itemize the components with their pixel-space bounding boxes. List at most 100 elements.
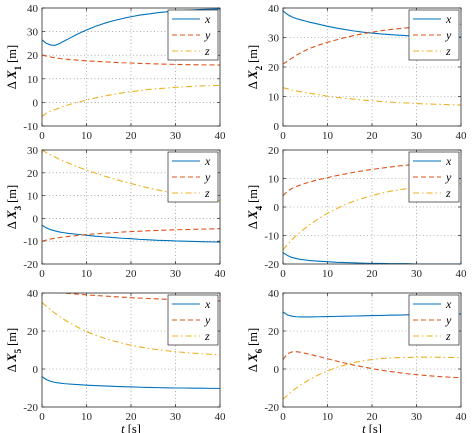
x-label-unit: [s]: [369, 422, 382, 433]
x-tick-label: 0: [280, 268, 286, 280]
x-label-var: t: [362, 422, 369, 433]
series-line-x: [42, 224, 220, 243]
y-tick-label: 0: [33, 364, 39, 376]
x-tick-label: 40: [215, 268, 227, 280]
x-tick-label: 20: [126, 411, 138, 423]
panel-3: 0 10 20 30 40 -20 -10 0 10 20 30 xyz Δ X3 [m]: [5, 145, 226, 280]
x-tick-label: 20: [367, 130, 379, 142]
series-line-z: [42, 84, 220, 117]
y-label-symbol: X: [5, 210, 19, 220]
y-label-unit: [m]: [5, 328, 19, 346]
y-label-symbol: X: [246, 70, 260, 80]
legend-label-x: x: [204, 297, 211, 311]
x-tick-label: 40: [215, 411, 227, 423]
x-label-unit: [s]: [128, 422, 141, 433]
y-tick-label: 0: [274, 121, 280, 133]
y-tick-label: 10: [27, 74, 39, 86]
x-axis-label: t [s]: [362, 422, 382, 433]
y-label-delta: Δ: [5, 219, 19, 229]
legend-label-z: z: [204, 44, 210, 58]
y-label-index: 1: [13, 65, 23, 70]
y-tick-label: -20: [23, 402, 38, 414]
axes-box: [282, 7, 462, 127]
x-tick-label: 40: [456, 268, 468, 280]
y-tick-label: 0: [33, 97, 39, 109]
x-tick-label: 40: [456, 411, 468, 423]
x-label-var: t: [121, 422, 128, 433]
x-tick-label: 40: [215, 130, 227, 142]
y-tick-label: -10: [23, 121, 38, 133]
y-tick-label: 20: [27, 168, 39, 180]
axes-box: [41, 149, 221, 265]
y-axis-label: Δ X5 [m]: [5, 328, 23, 372]
axes-box: [282, 149, 462, 265]
y-tick-label: 40: [268, 3, 280, 15]
series-line-y: [283, 351, 461, 379]
x-tick-label: 0: [280, 130, 286, 142]
x-tick-label: 10: [322, 411, 334, 423]
y-tick-label: -10: [264, 231, 279, 243]
x-axis-label: t [s]: [121, 422, 141, 433]
y-label-symbol: X: [5, 70, 19, 80]
y-tick-label: 10: [268, 92, 280, 104]
y-tick-label: 0: [274, 364, 280, 376]
x-tick-label: 30: [170, 130, 182, 142]
axes-box: [41, 7, 221, 127]
x-tick-label: 40: [456, 130, 468, 142]
x-tick-label: 30: [411, 130, 423, 142]
y-label-unit: [m]: [246, 328, 260, 346]
x-tick-label: 30: [411, 268, 423, 280]
y-axis-label: Δ X3 [m]: [5, 185, 23, 229]
x-tick-label: 20: [126, 130, 138, 142]
legend-label-x: x: [445, 154, 452, 168]
series-line-y: [42, 54, 220, 66]
legend-label-y: y: [204, 313, 211, 327]
y-label-unit: [m]: [5, 185, 19, 203]
y-tick-label: 10: [268, 174, 280, 186]
x-tick-label: 10: [322, 268, 334, 280]
y-label-index: 5: [13, 348, 23, 353]
axes-box: [41, 292, 221, 408]
x-tick-label: 0: [39, 411, 45, 423]
y-label-symbol: X: [5, 353, 19, 363]
y-tick-label: -20: [264, 402, 279, 414]
legend-label-x: x: [445, 12, 452, 26]
y-label-delta: Δ: [5, 362, 19, 372]
legend-label-y: y: [445, 313, 452, 327]
x-tick-label: 20: [367, 268, 379, 280]
series-line-z: [283, 87, 461, 106]
y-label-index: 2: [254, 65, 264, 70]
y-tick-label: 10: [27, 191, 39, 203]
y-axis-label: Δ X4 [m]: [246, 185, 264, 229]
y-tick-label: 30: [268, 33, 280, 45]
series-line-y: [283, 160, 461, 196]
x-tick-label: 10: [81, 411, 93, 423]
legend-label-x: x: [445, 297, 452, 311]
y-label-unit: [m]: [246, 45, 260, 63]
legend-label-z: z: [445, 186, 451, 200]
legend-label-y: y: [204, 170, 211, 184]
x-tick-label: 30: [170, 268, 182, 280]
y-label-delta: Δ: [5, 79, 19, 89]
x-tick-label: 0: [280, 411, 286, 423]
y-label-delta: Δ: [246, 362, 260, 372]
y-axis-label: Δ X2 [m]: [246, 45, 264, 89]
legend-label-x: x: [204, 12, 211, 26]
y-label-index: 6: [254, 348, 264, 353]
series-line-z: [42, 302, 220, 356]
series-line-x: [42, 376, 220, 389]
y-tick-label: 40: [268, 288, 280, 300]
legend-label-z: z: [204, 186, 210, 200]
legend-label-x: x: [204, 154, 211, 168]
x-tick-label: 10: [81, 268, 93, 280]
y-label-delta: Δ: [246, 79, 260, 89]
series-line-z: [283, 356, 461, 400]
x-tick-label: 0: [39, 130, 45, 142]
y-tick-label: 20: [268, 62, 280, 74]
series-line-x: [283, 252, 461, 264]
y-label-index: 3: [13, 205, 23, 210]
